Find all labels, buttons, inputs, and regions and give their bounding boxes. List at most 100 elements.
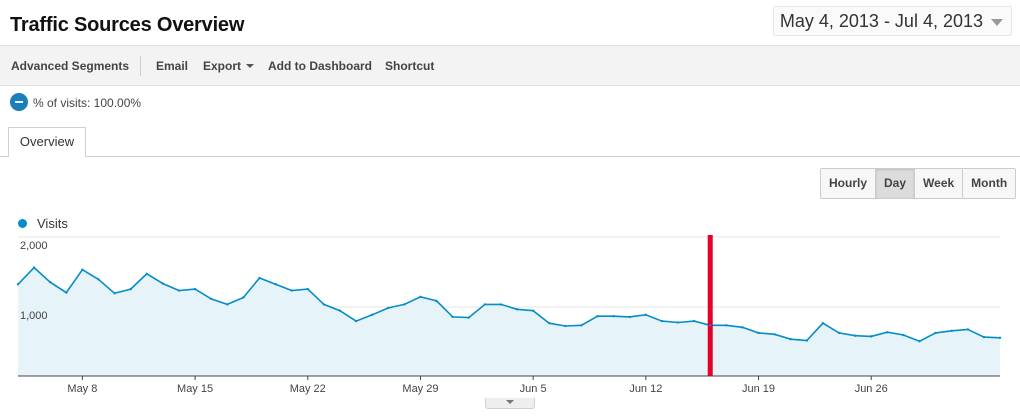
data-point-9[interactable]	[161, 282, 165, 285]
data-point-57[interactable]	[934, 331, 937, 335]
data-point-0[interactable]	[16, 283, 20, 286]
hourly-button[interactable]: Hourly	[829, 176, 868, 190]
x-axis-ticks: May 8 May 15 May 22 May 29 Jun 5 Jun 12 Jun 19…	[67, 376, 888, 395]
data-point-46[interactable]	[757, 331, 760, 335]
data-point-49[interactable]	[805, 339, 809, 342]
data-points	[16, 266, 1002, 343]
data-point-16[interactable]	[274, 283, 277, 286]
data-point-6[interactable]	[113, 292, 116, 295]
legend-label-visits: Visits	[37, 216, 68, 231]
data-point-59[interactable]	[966, 328, 970, 331]
export-button[interactable]: Export	[203, 46, 255, 86]
segment-pie-icon	[10, 93, 28, 111]
data-point-43[interactable]	[709, 324, 712, 327]
toolbar-divider	[140, 56, 141, 76]
data-point-21[interactable]	[354, 319, 358, 323]
data-point-28[interactable]	[467, 316, 470, 319]
y-tick-label-1000: 1,000	[20, 310, 48, 322]
y-tick-label-2000: 2,000	[20, 240, 48, 252]
data-point-29[interactable]	[483, 303, 487, 306]
data-point-52[interactable]	[853, 334, 857, 337]
data-point-31[interactable]	[515, 308, 519, 311]
page-title: Traffic Sources Overview	[10, 14, 245, 36]
x-tick-label: May 15	[177, 383, 213, 395]
data-point-41[interactable]	[676, 321, 680, 324]
data-point-33[interactable]	[548, 321, 551, 325]
data-point-61[interactable]	[998, 336, 1002, 339]
chevron-down-icon	[991, 19, 1003, 26]
date-range-label: May 4, 2013 - Jul 4, 2013	[779, 11, 983, 31]
x-tick-label: May 8	[67, 383, 97, 395]
data-point-3[interactable]	[65, 291, 68, 294]
data-point-40[interactable]	[660, 319, 664, 323]
report-header: Traffic Sources Overview May 4, 2013 - J…	[0, 0, 1020, 46]
data-point-55[interactable]	[902, 333, 905, 337]
caret-down-icon	[246, 64, 255, 68]
data-point-38[interactable]	[628, 315, 631, 319]
data-point-32[interactable]	[531, 309, 535, 312]
data-point-23[interactable]	[387, 306, 390, 310]
data-point-11[interactable]	[193, 287, 197, 291]
data-point-4[interactable]	[81, 268, 84, 271]
data-point-19[interactable]	[322, 303, 326, 306]
data-point-39[interactable]	[644, 313, 648, 317]
data-point-20[interactable]	[338, 309, 342, 312]
add-to-dashboard-button[interactable]: Add to Dashboard	[268, 59, 372, 73]
month-button[interactable]: Month	[962, 169, 1015, 198]
shortcut-button[interactable]: Shortcut	[385, 59, 435, 73]
x-tick-label: May 29	[402, 383, 438, 395]
email-button[interactable]: Email	[156, 59, 189, 73]
week-button[interactable]: Week	[914, 169, 962, 198]
x-tick-label: Jun 19	[742, 383, 775, 395]
data-point-44[interactable]	[725, 324, 728, 327]
data-point-47[interactable]	[773, 333, 776, 336]
data-point-2[interactable]	[48, 280, 52, 284]
data-point-42[interactable]	[692, 319, 696, 323]
legend-dot-icon	[18, 219, 27, 228]
data-point-37[interactable]	[612, 315, 615, 318]
tab-overview[interactable]: Overview	[8, 127, 86, 157]
data-point-50[interactable]	[821, 321, 825, 325]
data-point-54[interactable]	[886, 331, 889, 334]
data-point-8[interactable]	[145, 272, 148, 276]
data-point-10[interactable]	[177, 289, 181, 292]
data-point-34[interactable]	[564, 324, 567, 328]
data-point-53[interactable]	[870, 335, 873, 338]
data-point-58[interactable]	[950, 329, 953, 333]
data-point-51[interactable]	[837, 331, 841, 335]
data-point-60[interactable]	[982, 335, 986, 339]
date-range-picker[interactable]: May 4, 2013 - Jul 4, 2013	[772, 6, 1012, 36]
data-point-30[interactable]	[499, 303, 503, 306]
data-point-17[interactable]	[290, 289, 293, 292]
visits-area	[18, 267, 1000, 376]
x-tick-label: Jun 12	[629, 383, 662, 395]
visits-chart[interactable]: 2,000 1,000 May 8 May 15 May 22 May 29 Jun 5…	[0, 230, 1020, 400]
data-point-36[interactable]	[596, 315, 599, 318]
data-point-56[interactable]	[918, 340, 921, 343]
data-point-27[interactable]	[451, 315, 454, 319]
advanced-segments-button[interactable]: Advanced Segments	[11, 59, 130, 73]
day-button[interactable]: Day	[875, 169, 915, 198]
data-point-7[interactable]	[129, 287, 132, 291]
export-label: Export	[203, 59, 242, 73]
data-point-1[interactable]	[32, 266, 36, 269]
data-point-18[interactable]	[306, 287, 309, 291]
data-point-5[interactable]	[97, 278, 100, 281]
data-point-26[interactable]	[435, 299, 438, 303]
segment-label: % of visits: 100.00%	[33, 96, 142, 110]
data-point-12[interactable]	[209, 297, 213, 301]
data-point-22[interactable]	[370, 313, 374, 317]
data-point-48[interactable]	[789, 337, 792, 341]
chart-resize-handle[interactable]	[485, 398, 535, 409]
x-tick-label: May 22	[290, 383, 326, 395]
x-tick-label: Jun 26	[855, 383, 888, 395]
data-point-13[interactable]	[226, 303, 229, 306]
data-point-24[interactable]	[403, 303, 406, 306]
data-point-15[interactable]	[258, 276, 261, 280]
data-point-45[interactable]	[741, 326, 744, 329]
data-point-35[interactable]	[580, 324, 583, 327]
interval-selector: Hourly Day Week Month	[820, 168, 1017, 199]
data-point-14[interactable]	[242, 296, 245, 299]
report-toolbar: Advanced Segments Email Export Add to Da…	[0, 45, 1020, 86]
data-point-25[interactable]	[419, 295, 422, 298]
